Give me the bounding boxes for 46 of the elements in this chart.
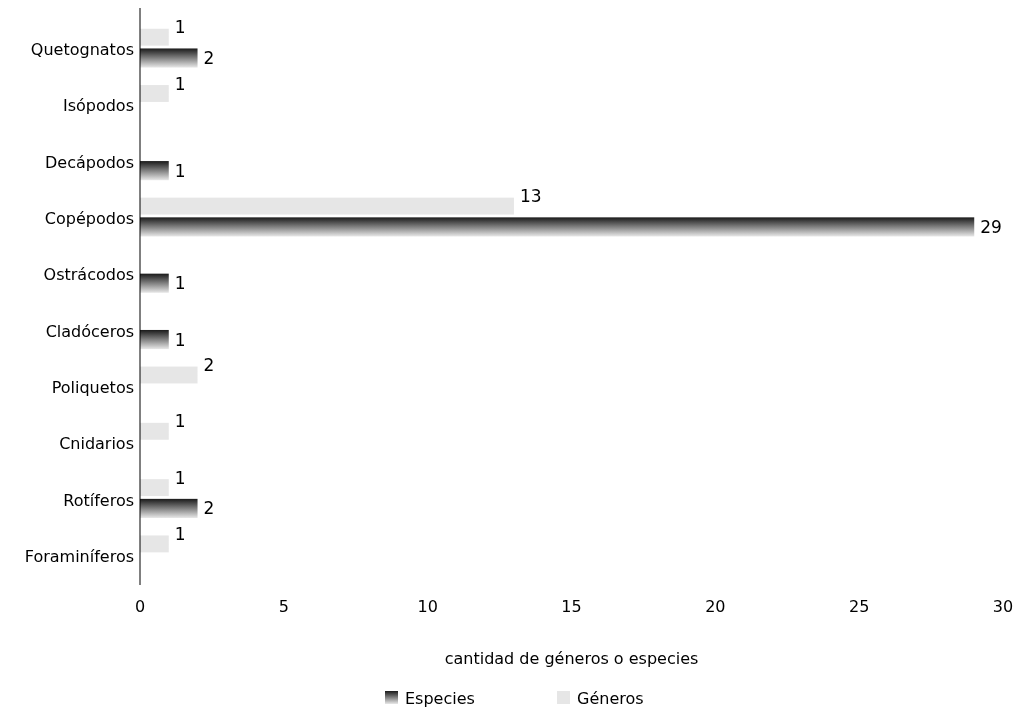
- x-tick-label: 5: [278, 597, 289, 616]
- y-tick-label: Cnidarios: [59, 434, 134, 454]
- x-tick-label: 30: [992, 597, 1014, 616]
- data-label: 1: [174, 73, 186, 94]
- y-tick-label: Cladóceros: [45, 321, 134, 341]
- bar: [140, 422, 169, 440]
- bar: [140, 48, 198, 68]
- y-tick-label: Copépodos: [44, 209, 134, 229]
- x-axis-title: cantidad de géneros o especies: [444, 649, 699, 668]
- bar: [140, 366, 198, 384]
- data-label: 1: [174, 523, 186, 544]
- data-label: 13: [519, 186, 542, 207]
- data-label: 2: [203, 355, 215, 375]
- x-tick-label: 20: [705, 597, 726, 616]
- legend-label: Especies: [405, 689, 475, 708]
- x-tick-label: 0: [134, 597, 146, 616]
- y-tick-label: Decápodos: [45, 152, 134, 172]
- y-tick-label: Isópodos: [62, 96, 134, 116]
- bar: [140, 273, 169, 293]
- bar: [140, 197, 514, 215]
- data-label: 29: [980, 216, 1002, 237]
- bar: [140, 329, 169, 350]
- x-tick-label: 25: [848, 597, 870, 616]
- x-tick-label: 15: [561, 597, 582, 616]
- data-label: 2: [203, 498, 215, 519]
- y-tick-label: Foraminíferos: [24, 546, 134, 566]
- data-label: 1: [174, 411, 186, 432]
- data-label: 1: [174, 160, 186, 181]
- y-tick-label: Quetognatos: [30, 40, 134, 60]
- data-label: 2: [203, 48, 215, 69]
- bar: [140, 28, 169, 46]
- y-tick-label: Poliquetos: [51, 377, 134, 397]
- bar: [140, 217, 975, 237]
- bar: [140, 161, 169, 181]
- x-tick-label: 10: [417, 597, 438, 616]
- bar: [140, 498, 198, 518]
- data-label: 1: [174, 17, 186, 38]
- data-label: 1: [174, 273, 186, 294]
- data-label: 1: [174, 467, 186, 488]
- y-tick-label: Ostrácodos: [43, 265, 134, 285]
- data-label: 1: [174, 329, 186, 350]
- bar: [140, 535, 169, 553]
- bar: [140, 85, 169, 102]
- bar: [140, 479, 169, 497]
- y-tick-label: Rotíferos: [63, 490, 134, 510]
- legend-label: Géneros: [577, 689, 644, 708]
